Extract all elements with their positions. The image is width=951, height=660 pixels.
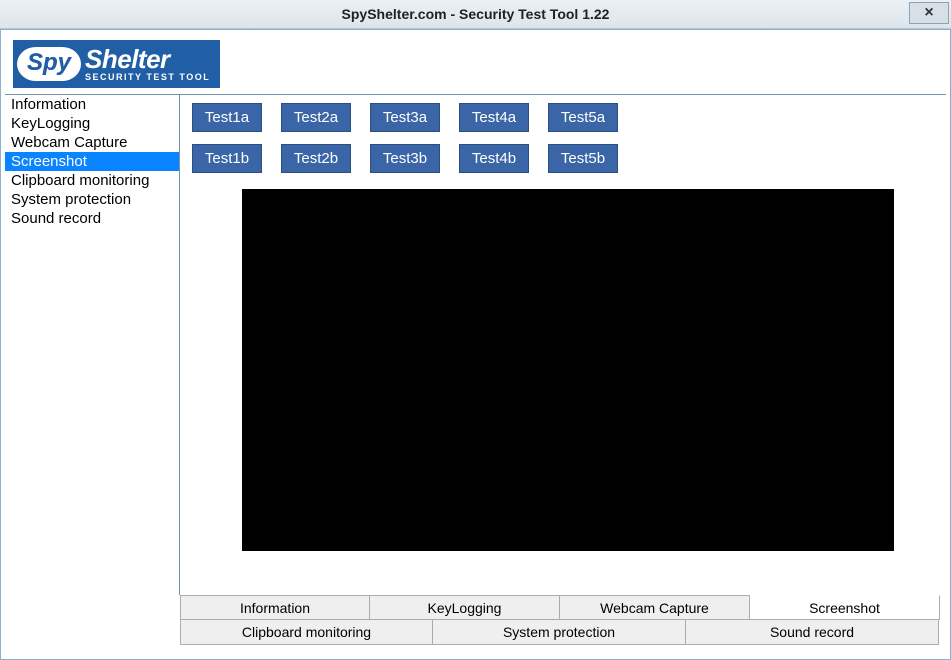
- tab-information[interactable]: Information: [180, 595, 370, 620]
- button-label: Test5b: [561, 150, 605, 167]
- test-button-row-a: Test1a Test2a Test3a Test4a Test5a: [192, 103, 934, 132]
- button-label: Test5a: [561, 109, 605, 126]
- button-label: Test3a: [383, 109, 427, 126]
- sidebar: Information KeyLogging Webcam Capture Sc…: [5, 95, 180, 595]
- tab-screenshot[interactable]: Screenshot: [750, 595, 940, 620]
- bottom-tab-row-2: Clipboard monitoring System protection S…: [180, 620, 942, 645]
- sidebar-item-label: KeyLogging: [11, 115, 90, 132]
- tab-sound-record[interactable]: Sound record: [686, 620, 939, 645]
- logo-spy-text: Spy: [27, 49, 71, 76]
- tab-label: System protection: [503, 624, 615, 640]
- logo-shelter-text: Shelter: [85, 46, 210, 72]
- sidebar-item-label: Sound record: [11, 210, 101, 227]
- button-label: Test1b: [205, 150, 249, 167]
- test2a-button[interactable]: Test2a: [281, 103, 351, 132]
- window-frame: Spy Shelter SECURITY TEST TOOL Informati…: [0, 29, 951, 660]
- tab-clipboard-monitoring[interactable]: Clipboard monitoring: [180, 620, 433, 645]
- screenshot-preview: [242, 189, 894, 551]
- sidebar-item-label: Screenshot: [11, 153, 87, 170]
- tab-label: Clipboard monitoring: [242, 624, 371, 640]
- test1a-button[interactable]: Test1a: [192, 103, 262, 132]
- sidebar-item-label: System protection: [11, 191, 131, 208]
- tab-label: Information: [240, 600, 310, 616]
- sidebar-item-screenshot[interactable]: Screenshot: [5, 152, 179, 171]
- sidebar-item-label: Information: [11, 96, 86, 113]
- bottom-tab-strip: Information KeyLogging Webcam Capture Sc…: [180, 595, 946, 645]
- test1b-button[interactable]: Test1b: [192, 144, 262, 173]
- body-row: Information KeyLogging Webcam Capture Sc…: [5, 95, 946, 595]
- button-label: Test4a: [472, 109, 516, 126]
- test2b-button[interactable]: Test2b: [281, 144, 351, 173]
- logo-sub-text: SECURITY TEST TOOL: [85, 73, 210, 82]
- sidebar-item-sound-record[interactable]: Sound record: [5, 209, 179, 228]
- tab-label: Sound record: [770, 624, 854, 640]
- sidebar-item-keylogging[interactable]: KeyLogging: [5, 114, 179, 133]
- window-title: SpyShelter.com - Security Test Tool 1.22: [0, 6, 951, 22]
- logo-spy-pill: Spy: [17, 47, 81, 81]
- test4a-button[interactable]: Test4a: [459, 103, 529, 132]
- test3b-button[interactable]: Test3b: [370, 144, 440, 173]
- sidebar-item-webcam-capture[interactable]: Webcam Capture: [5, 133, 179, 152]
- tab-keylogging[interactable]: KeyLogging: [370, 595, 560, 620]
- tab-label: Webcam Capture: [600, 600, 709, 616]
- bottom-tab-row-1: Information KeyLogging Webcam Capture Sc…: [180, 595, 942, 620]
- tab-label: KeyLogging: [428, 600, 502, 616]
- button-label: Test1a: [205, 109, 249, 126]
- tab-label: Screenshot: [809, 600, 880, 616]
- logo-bar: Spy Shelter SECURITY TEST TOOL: [5, 34, 946, 95]
- sidebar-item-clipboard-monitoring[interactable]: Clipboard monitoring: [5, 171, 179, 190]
- main-panel: Test1a Test2a Test3a Test4a Test5a Test1…: [180, 95, 946, 595]
- app-logo: Spy Shelter SECURITY TEST TOOL: [13, 40, 220, 88]
- button-label: Test2a: [294, 109, 338, 126]
- button-label: Test4b: [472, 150, 516, 167]
- test5a-button[interactable]: Test5a: [548, 103, 618, 132]
- test-button-row-b: Test1b Test2b Test3b Test4b Test5b: [192, 144, 934, 173]
- sidebar-item-label: Clipboard monitoring: [11, 172, 149, 189]
- close-button[interactable]: ×: [909, 2, 949, 24]
- tab-webcam-capture[interactable]: Webcam Capture: [560, 595, 750, 620]
- button-label: Test2b: [294, 150, 338, 167]
- titlebar: SpyShelter.com - Security Test Tool 1.22…: [0, 0, 951, 29]
- test3a-button[interactable]: Test3a: [370, 103, 440, 132]
- test5b-button[interactable]: Test5b: [548, 144, 618, 173]
- close-icon: ×: [924, 5, 933, 21]
- sidebar-item-label: Webcam Capture: [11, 134, 127, 151]
- test4b-button[interactable]: Test4b: [459, 144, 529, 173]
- tab-system-protection[interactable]: System protection: [433, 620, 686, 645]
- sidebar-item-information[interactable]: Information: [5, 95, 179, 114]
- sidebar-item-system-protection[interactable]: System protection: [5, 190, 179, 209]
- button-label: Test3b: [383, 150, 427, 167]
- window-inner: Spy Shelter SECURITY TEST TOOL Informati…: [5, 34, 946, 645]
- logo-right: Shelter SECURITY TEST TOOL: [85, 46, 210, 82]
